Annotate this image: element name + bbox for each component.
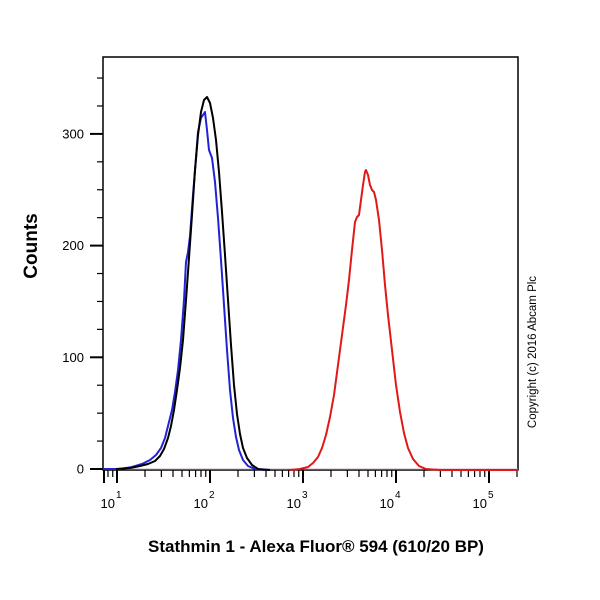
x-tick-label-base: 10 [473, 496, 487, 511]
y-axis: 0 100 200 300 [62, 77, 103, 477]
x-axis-label: Stathmin 1 - Alexa Fluor® 594 (610/20 BP… [148, 537, 484, 556]
y-tick-label: 200 [62, 238, 84, 253]
y-tick-label: 300 [62, 126, 84, 141]
series-red-stathmin1 [289, 169, 518, 471]
x-tick-label-exponent: 2 [209, 490, 215, 501]
x-tick-label-exponent: 5 [488, 490, 494, 501]
y-tick-label: 100 [62, 350, 84, 365]
x-tick-label-exponent: 1 [116, 490, 122, 501]
y-axis-label: Counts [21, 213, 42, 278]
x-tick-label-base: 10 [380, 496, 394, 511]
copyright-annotation: Copyright (c) 2016 Abcam Plc [527, 276, 539, 428]
plot-frame [102, 56, 519, 471]
y-tick-label: 0 [77, 462, 84, 477]
x-tick-label-base: 10 [287, 496, 301, 511]
x-tick-label-base: 10 [194, 496, 208, 511]
x-tick-label-base: 10 [101, 496, 115, 511]
series-black-control [115, 96, 271, 471]
x-tick-label-exponent: 4 [395, 490, 401, 501]
x-tick-label-exponent: 3 [302, 490, 308, 501]
series-layer [103, 96, 518, 471]
